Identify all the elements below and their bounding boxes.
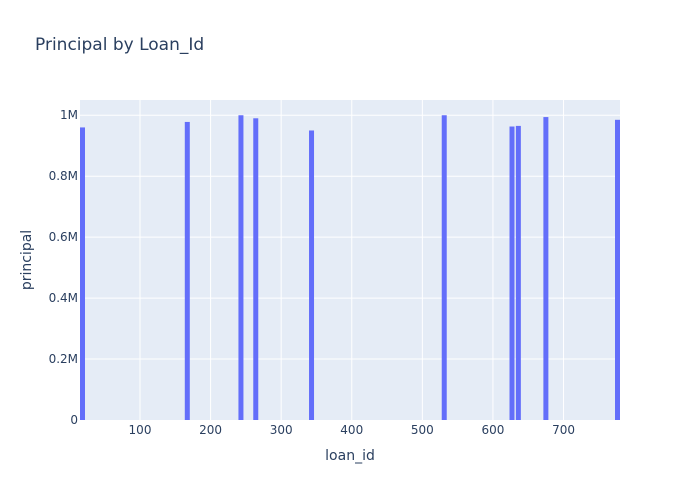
bar-loan-167[interactable] — [184, 121, 190, 420]
y-tick-label: 0.2M — [49, 352, 78, 366]
bar-loan-627[interactable] — [509, 126, 515, 420]
y-tick-label: 1M — [60, 108, 78, 122]
x-tick-label: 500 — [411, 423, 434, 437]
plot-area — [80, 100, 620, 420]
y-tick-label: 0 — [70, 413, 78, 427]
bar-loan-18[interactable] — [80, 127, 85, 420]
bar-loan-636[interactable] — [515, 125, 521, 421]
bar-loan-675[interactable] — [543, 117, 549, 421]
x-tick-label: 400 — [340, 423, 363, 437]
x-tick-label: 100 — [129, 423, 152, 437]
bars — [80, 115, 620, 421]
x-tick-labels: 100 200 300 400 500 600 700 — [129, 423, 575, 437]
gridlines — [80, 100, 620, 420]
bar-loan-531[interactable] — [441, 115, 447, 420]
chart-title: Principal by Loan_Id — [35, 35, 204, 55]
y-tick-label: 0.4M — [49, 291, 78, 305]
x-axis-title: loan_id — [325, 448, 375, 464]
y-tick-labels: 0 0.2M 0.4M 0.6M 0.8M 1M — [49, 108, 78, 427]
y-tick-label: 0.6M — [49, 230, 78, 244]
x-tick-label: 600 — [481, 423, 504, 437]
y-axis-title: principal — [19, 230, 35, 290]
bar-loan-343[interactable] — [309, 130, 315, 420]
bar-loan-264[interactable] — [253, 118, 259, 421]
bar-loan-243[interactable] — [238, 115, 244, 420]
x-tick-label: 700 — [552, 423, 575, 437]
bar-loan-777[interactable] — [615, 119, 620, 421]
x-tick-label: 200 — [199, 423, 222, 437]
y-tick-label: 0.8M — [49, 169, 78, 183]
x-tick-label: 300 — [270, 423, 293, 437]
